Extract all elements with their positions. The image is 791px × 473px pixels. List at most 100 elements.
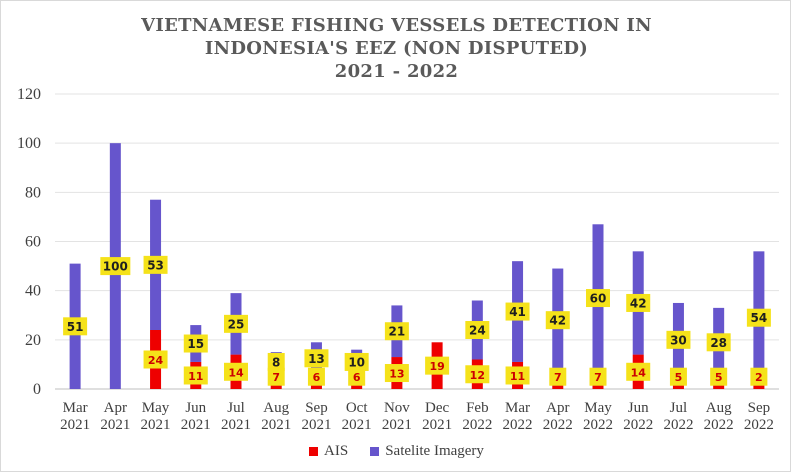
x-tick-label-month: Oct	[346, 400, 368, 416]
data-label-satellite-box	[666, 330, 691, 349]
data-label-satellite: 15	[187, 337, 204, 351]
y-tick-label: 120	[17, 86, 41, 103]
data-label-ais-box	[505, 366, 530, 385]
data-label-ais-box	[750, 367, 768, 386]
data-label-ais: 12	[470, 369, 485, 382]
data-label-ais: 11	[510, 370, 525, 383]
data-label-ais: 13	[389, 368, 404, 381]
x-tick-label-month: May	[142, 400, 170, 416]
x-tick-label-month: Aug	[263, 400, 289, 416]
data-label-satellite: 30	[670, 333, 687, 347]
x-tick-label-month: Apr	[104, 400, 127, 416]
data-label-satellite-box	[183, 334, 208, 353]
x-tick-label-month: Jun	[185, 400, 206, 416]
y-tick-label: 80	[25, 184, 41, 201]
data-label-satellite: 28	[710, 336, 727, 350]
data-label-ais-box	[267, 367, 285, 386]
data-label-ais: 11	[188, 370, 203, 383]
data-label-ais: 7	[554, 371, 562, 384]
chart-title-line-2: INDONESIA'S EEZ (NON DISPUTED)	[204, 38, 589, 59]
chart-title-line-1: VIETNAMESE FISHING VESSELS DETECTION IN	[141, 15, 652, 36]
data-label-satellite: 100	[103, 260, 128, 274]
x-tick-label-year: 2022	[583, 417, 613, 433]
data-label-satellite-box	[100, 257, 131, 276]
legend-swatch-ais	[309, 447, 319, 456]
data-label-satellite: 51	[67, 320, 84, 334]
data-label-satellite: 42	[630, 296, 647, 310]
data-label-satellite: 60	[590, 292, 607, 306]
data-label-satellite: 8	[272, 355, 280, 369]
x-tick-label-year: 2022	[543, 417, 573, 433]
x-tick-label-year: 2021	[382, 417, 412, 433]
data-label-satellite-box	[746, 308, 771, 327]
chart-legend: AIS Satelite Imagery	[1, 443, 791, 460]
x-tick-label-year: 2021	[422, 417, 452, 433]
data-label-satellite-box	[586, 289, 610, 308]
data-label-ais: 14	[228, 366, 244, 379]
x-tick-label-month: Jun	[628, 400, 649, 416]
data-label-satellite-box	[304, 349, 329, 368]
legend-label-satellite: Satelite Imagery	[385, 443, 484, 459]
data-label-satellite-box	[465, 321, 490, 339]
y-tick-label: 100	[17, 135, 41, 152]
y-tick-label: 60	[25, 234, 41, 251]
data-label-ais-box	[465, 365, 490, 384]
data-label-satellite: 54	[751, 311, 768, 325]
x-tick-label-month: Jul	[227, 400, 245, 416]
y-tick-label: 20	[25, 332, 41, 349]
data-label-satellite-box	[384, 322, 409, 341]
data-label-satellite: 21	[389, 325, 406, 339]
data-label-ais: 7	[594, 371, 602, 384]
x-tick-label-year: 2021	[141, 417, 171, 433]
x-tick-label-year: 2022	[663, 417, 693, 433]
legend-swatch-satellite	[370, 447, 380, 456]
data-label-satellite-box	[267, 352, 285, 371]
data-label-satellite-box	[545, 311, 570, 330]
data-label-ais: 5	[715, 371, 723, 384]
data-label-ais: 2	[755, 371, 763, 384]
x-tick-label-month: Feb	[466, 400, 489, 416]
data-label-ais-box	[143, 350, 168, 369]
data-label-ais-box	[425, 356, 450, 375]
data-label-satellite: 13	[308, 352, 325, 366]
x-tick-label-year: 2022	[704, 417, 734, 433]
data-label-ais: 7	[272, 371, 280, 384]
legend-label-ais: AIS	[324, 443, 349, 459]
data-label-ais-box	[549, 367, 567, 386]
chart-title-line-3: 2021 - 2022	[334, 61, 459, 82]
data-label-satellite: 10	[348, 355, 365, 369]
x-tick-label-year: 2022	[503, 417, 533, 433]
x-tick-label-year: 2021	[181, 417, 211, 433]
data-label-ais: 5	[675, 371, 683, 384]
data-label-satellite: 41	[509, 305, 526, 319]
data-label-ais: 24	[148, 354, 164, 367]
data-label-satellite: 53	[147, 258, 164, 272]
data-label-ais: 14	[631, 366, 647, 379]
legend-item-ais: AIS	[309, 443, 348, 460]
x-tick-label-month: May	[584, 400, 612, 416]
x-tick-label-month: Aug	[706, 400, 732, 416]
data-label-satellite: 24	[469, 324, 486, 338]
y-tick-label: 40	[25, 283, 41, 300]
data-label-satellite: 25	[228, 317, 245, 331]
data-label-ais-box	[224, 362, 248, 381]
data-label-satellite-box	[344, 352, 369, 371]
data-label-satellite: 42	[549, 314, 566, 328]
legend-item-satellite: Satelite Imagery	[370, 443, 484, 460]
bar-ais	[753, 384, 765, 389]
data-label-ais: 6	[313, 371, 321, 384]
x-tick-label-year: 2021	[60, 417, 90, 433]
x-tick-label-year: 2022	[744, 417, 774, 433]
x-tick-label-month: Jul	[670, 400, 688, 416]
data-label-satellite-box	[63, 317, 88, 336]
data-label-satellite-box	[706, 333, 731, 352]
y-tick-label: 0	[33, 381, 41, 398]
data-label-ais-box	[348, 367, 366, 386]
data-label-ais-box	[183, 366, 208, 385]
data-label-ais: 6	[353, 371, 361, 384]
data-label-ais-box	[669, 367, 687, 386]
data-label-ais-box	[307, 367, 325, 386]
x-tick-label-year: 2021	[342, 417, 372, 433]
